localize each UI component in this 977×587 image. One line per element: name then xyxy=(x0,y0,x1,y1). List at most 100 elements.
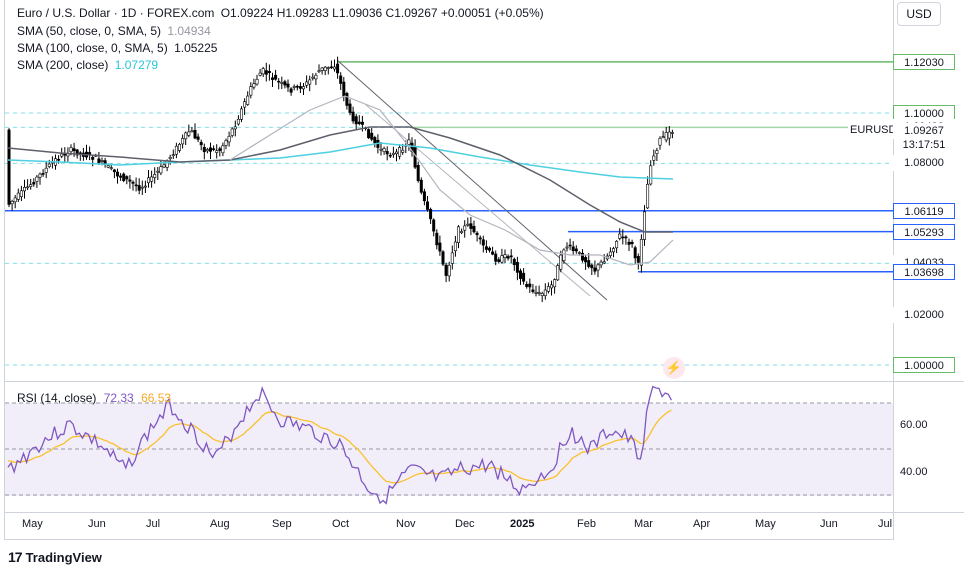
candle-body xyxy=(528,283,532,288)
candle-body xyxy=(546,286,550,292)
sma100-legend[interactable]: SMA (100, close, 0, SMA, 5) 1.05225 xyxy=(17,41,220,55)
candle-body xyxy=(658,138,662,146)
candle-body xyxy=(258,72,262,76)
symbol-title[interactable]: Euro / U.S. Dollar · 1D · FOREX.com xyxy=(17,6,215,20)
month-label-2: Jul xyxy=(146,518,161,530)
candle-body xyxy=(255,78,259,85)
month-label-13: Jun xyxy=(820,518,838,530)
candle-body xyxy=(236,118,240,125)
candle-body xyxy=(184,132,188,140)
candle-body xyxy=(339,75,343,84)
candle-body xyxy=(32,182,36,185)
candle-body xyxy=(174,145,178,155)
month-label-5: Oct xyxy=(332,518,350,530)
candle-body xyxy=(292,86,296,88)
candle-body xyxy=(320,67,324,71)
candle-body xyxy=(642,211,646,240)
candles[interactable] xyxy=(7,56,674,303)
price-tag-1.00000: 1.00000 xyxy=(893,357,955,373)
candle-body xyxy=(373,137,377,144)
candle-body xyxy=(47,163,51,167)
candle-body xyxy=(500,255,504,263)
candle-body xyxy=(308,79,312,85)
candle-body xyxy=(140,186,144,189)
month-label-11: Apr xyxy=(693,518,711,530)
candle-body xyxy=(233,126,237,130)
candle-body xyxy=(29,184,33,187)
sma50-legend[interactable]: SMA (50, close, 0, SMA, 5) 1.04934 xyxy=(17,24,214,38)
candle-body xyxy=(332,66,336,70)
candle-body xyxy=(382,148,386,152)
pane-divider[interactable] xyxy=(4,381,964,382)
candle-body xyxy=(7,129,11,205)
candle-body xyxy=(178,144,182,151)
candle-body xyxy=(367,129,371,139)
month-label-8: 2025 xyxy=(510,518,535,530)
price-tag-1.08000: 1.08000 xyxy=(893,155,955,172)
sma200-value: 1.07279 xyxy=(114,58,159,72)
candle-body xyxy=(636,256,640,263)
candle-body xyxy=(419,179,423,193)
candle-body xyxy=(385,151,389,155)
candle-body xyxy=(75,149,79,156)
candle-body xyxy=(630,241,634,245)
candle-body xyxy=(487,247,491,251)
candle-body xyxy=(60,153,64,157)
month-label-7: Dec xyxy=(455,518,475,530)
rsi-ma-value: 66.53 xyxy=(141,391,172,405)
month-label-6: Nov xyxy=(396,518,416,530)
candle-body xyxy=(537,292,541,294)
sma200-legend[interactable]: SMA (200, close) 1.07279 xyxy=(17,58,161,72)
candle-body xyxy=(227,135,231,143)
candle-body xyxy=(137,185,141,191)
candle-body xyxy=(298,86,302,89)
candle-body xyxy=(314,74,318,80)
candle-body xyxy=(506,256,510,259)
sma100-value: 1.05225 xyxy=(174,41,218,55)
symbol-legend[interactable]: Euro / U.S. Dollar · 1D · FOREX.com O1.0… xyxy=(17,6,547,20)
currency-button[interactable]: USD xyxy=(897,2,941,26)
candle-body xyxy=(270,77,274,80)
candle-body xyxy=(156,170,160,173)
candle-body xyxy=(621,236,625,239)
flash-icon[interactable]: ⚡ xyxy=(663,357,685,379)
candle-body xyxy=(580,252,584,261)
candle-body xyxy=(667,131,671,139)
candle-body xyxy=(202,146,206,153)
candle-body xyxy=(549,284,553,289)
month-label-1: Jun xyxy=(88,518,106,530)
candle-body xyxy=(534,292,538,294)
candle-body xyxy=(38,173,42,178)
candle-body xyxy=(416,165,420,181)
candle-body xyxy=(274,74,278,80)
candle-body xyxy=(345,93,349,106)
candle-body xyxy=(469,223,473,229)
candle-body xyxy=(171,154,175,157)
sma200-label: SMA (200, close) xyxy=(17,58,109,72)
candle-body xyxy=(329,66,333,69)
candle-body xyxy=(277,80,281,83)
candle-body xyxy=(646,183,650,209)
candle-body xyxy=(627,241,631,245)
candle-body xyxy=(655,150,659,154)
candle-body xyxy=(44,167,48,173)
candle-body xyxy=(143,185,147,188)
candle-body xyxy=(100,160,104,162)
candle-body xyxy=(209,147,213,152)
price-tag-1.05293: 1.05293 xyxy=(893,223,955,240)
price-tag-1.06119: 1.06119 xyxy=(893,202,955,219)
candle-body xyxy=(522,272,526,282)
rsi-line xyxy=(7,385,672,505)
candle-body xyxy=(230,128,234,136)
candle-body xyxy=(568,244,572,247)
tradingview-logo[interactable]: 17 TradingView xyxy=(8,549,102,565)
candle-body xyxy=(243,101,247,108)
rsi-legend[interactable]: RSI (14, close) 72.33 66.53 xyxy=(17,391,175,405)
price-tag-1.03698: 1.03698 xyxy=(893,263,955,280)
price-tag-1.12030: 1.12030 xyxy=(893,53,955,70)
month-label-3: Aug xyxy=(210,518,230,530)
candle-body xyxy=(224,140,228,146)
candle-body xyxy=(221,145,225,154)
candle-body xyxy=(562,249,566,261)
